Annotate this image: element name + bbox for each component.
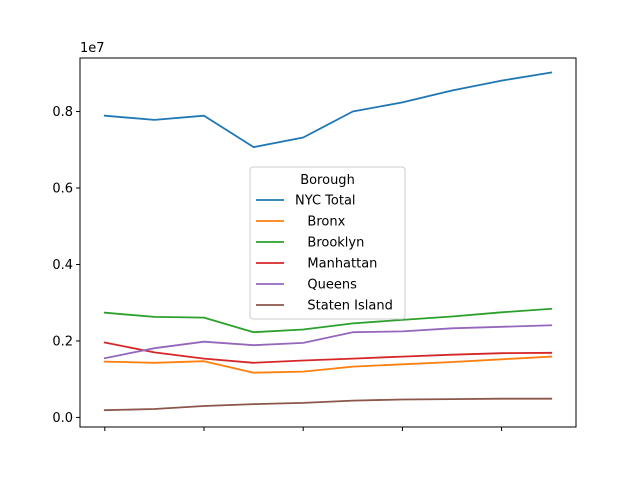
legend-box xyxy=(249,166,406,320)
legend-label-0: NYC Total xyxy=(295,194,356,209)
series-line-0 xyxy=(103,71,553,149)
series-line-3 xyxy=(103,341,553,364)
y-axis: 0.0 0.2 0.4 0.6 0.8 xyxy=(52,105,80,426)
series-line-5 xyxy=(103,397,553,412)
legend-label-4: Queens xyxy=(295,278,357,293)
legend-title: Borough xyxy=(300,173,355,188)
x-axis xyxy=(104,427,503,431)
y-axis-offset-label: 1e7 xyxy=(80,41,105,56)
series-line-1 xyxy=(103,355,553,374)
legend-label-3: Manhattan xyxy=(295,257,377,272)
series-line-2 xyxy=(103,307,553,334)
plot-frame xyxy=(79,57,577,428)
legend: Borough NYC Total Bronx Brooklyn Manhatt… xyxy=(249,166,406,320)
series-layer xyxy=(103,71,553,412)
legend-entries: NYC Total Bronx Brooklyn Manhattan Queen… xyxy=(256,194,393,314)
series-line-4 xyxy=(103,324,553,360)
y-tick-label: 0.0 xyxy=(52,411,73,426)
y-tick-label: 0.4 xyxy=(52,258,73,273)
legend-label-5: Staten Island xyxy=(295,299,393,314)
legend-label-2: Brooklyn xyxy=(295,236,364,251)
y-tick-label: 0.2 xyxy=(52,334,73,349)
y-tick-label: 0.8 xyxy=(52,105,73,120)
y-tick-label: 0.6 xyxy=(52,182,73,197)
legend-label-1: Bronx xyxy=(295,215,346,230)
